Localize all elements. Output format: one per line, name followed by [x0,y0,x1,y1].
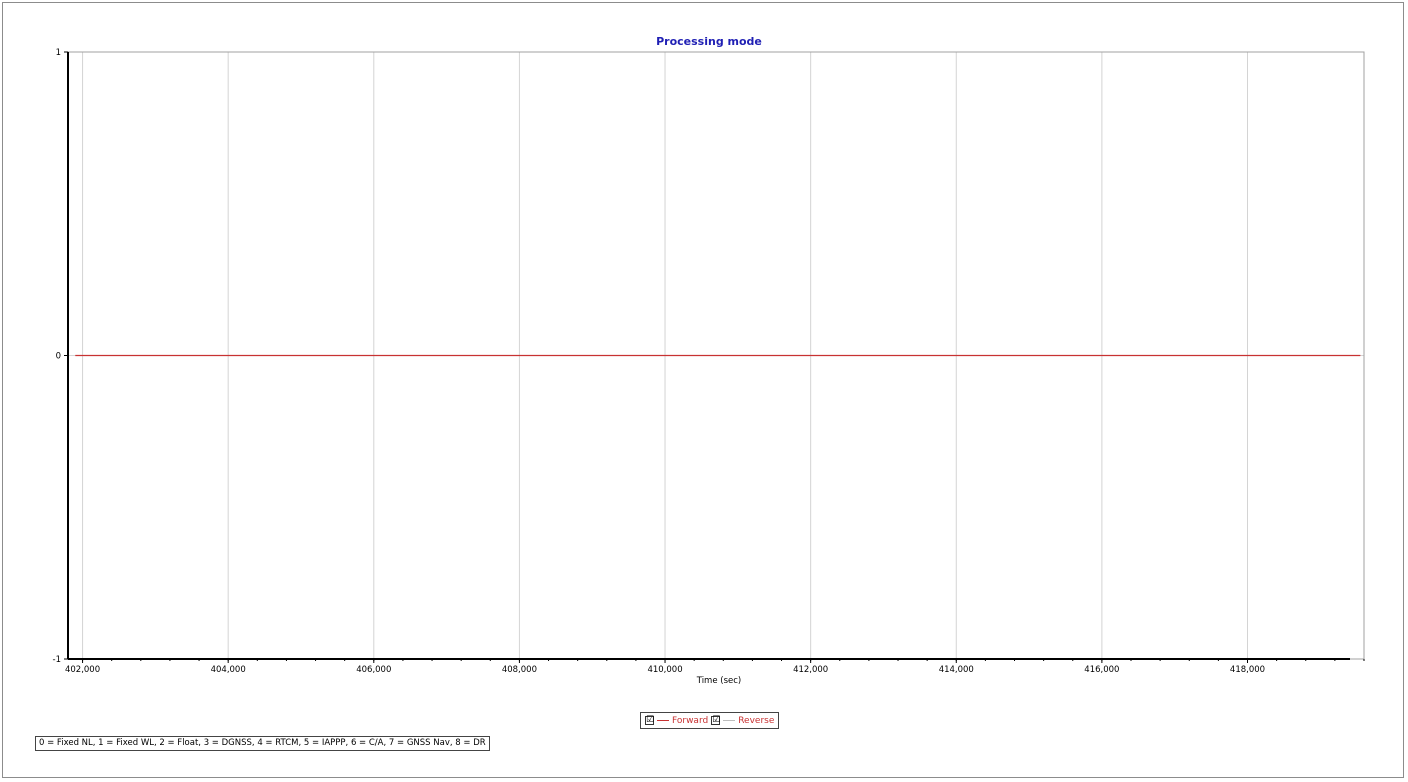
x-tick-label: 404,000 [211,665,246,675]
x-tick-label: 416,000 [1084,665,1119,675]
y-tick-label: 1 [56,48,61,58]
reverse-swatch [723,720,736,721]
x-tick-label: 406,000 [356,665,391,675]
axes: 402,000 404,000 406,000 408,000 410,000 412,0… [53,48,1365,675]
x-tick-label: 414,000 [939,665,974,675]
reverse-label: Reverse [738,715,775,726]
x-tick-label: 412,000 [793,665,828,675]
forward-swatch [657,720,669,721]
forward-label: Forward [672,715,709,726]
y-tick-label: 0 [56,352,61,362]
x-tick-label: 402,000 [65,665,100,675]
y-tick-label: -1 [53,655,61,665]
x-tick-label: 418,000 [1230,665,1265,675]
x-tick-label: 410,000 [647,665,682,675]
legend-item-reverse[interactable]: ☑ Reverse [711,716,774,726]
x-axis-label: Time (sec) [696,676,741,686]
x-tick-label: 408,000 [502,665,537,675]
reverse-checkbox[interactable]: ☑ [711,715,721,725]
legend: ☑ Forward ☑ Reverse [640,712,780,729]
chart-title: Processing mode [656,35,762,48]
mode-legend-footnote: 0 = Fixed NL, 1 = Fixed WL, 2 = Float, 3… [35,736,490,751]
legend-item-forward[interactable]: ☑ Forward [645,716,708,726]
forward-checkbox[interactable]: ☑ [645,715,655,725]
